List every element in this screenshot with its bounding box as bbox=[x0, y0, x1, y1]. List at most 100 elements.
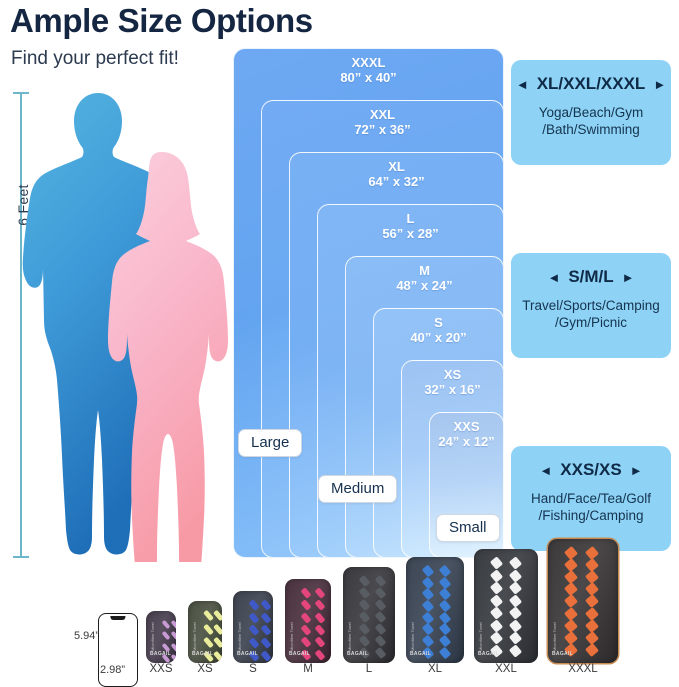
product-xxs[interactable]: Microfiber Towel BAGAIL bbox=[146, 611, 176, 663]
product-subtitle: Microfiber Towel bbox=[192, 622, 197, 651]
arrow-right-icon: ► bbox=[653, 76, 667, 92]
product-label-xl: XL bbox=[427, 663, 443, 675]
stripe bbox=[300, 599, 312, 612]
size-rect-m-dim: 48” x 24” bbox=[396, 278, 453, 293]
category-card-xl-title: XL/XXL/XXXL bbox=[536, 74, 646, 93]
product-m[interactable]: Microfiber Towel BAGAIL bbox=[285, 579, 331, 663]
stripe bbox=[248, 599, 260, 611]
phone-notch bbox=[110, 616, 126, 620]
stripe bbox=[314, 636, 326, 649]
product-body: Microfiber Towel BAGAIL bbox=[233, 591, 273, 663]
phone-height-label: 5.94” bbox=[74, 630, 100, 642]
product-stripes bbox=[358, 574, 390, 660]
category-card-xxs-title: XXS/XS bbox=[560, 460, 622, 479]
stripe bbox=[358, 635, 371, 648]
stripe bbox=[439, 634, 452, 648]
category-card-sml[interactable]: ◄ S/M/L ► Travel/Sports/Camping /Gym/Pic… bbox=[511, 253, 671, 358]
callout-small[interactable]: Small bbox=[436, 514, 500, 542]
arrow-left-icon: ◄ bbox=[515, 76, 529, 92]
category-card-xl-header: ◄ XL/XXL/XXXL ► bbox=[515, 74, 667, 94]
arrow-right-icon: ► bbox=[621, 269, 635, 285]
product-stripes bbox=[248, 598, 272, 662]
product-xxl[interactable]: Microfiber Towel BAGAIL bbox=[474, 549, 538, 663]
stripe bbox=[584, 642, 600, 658]
size-rect-xxs-dim: 24” x 12” bbox=[438, 434, 495, 449]
stripe bbox=[421, 564, 435, 578]
size-rectangles: XXXL 80” x 40” XXL 72” x 36” XL 64” x 32… bbox=[233, 48, 504, 558]
category-card-sml-header: ◄ S/M/L ► bbox=[517, 267, 665, 287]
size-rect-xxs-size: XXS bbox=[453, 419, 480, 434]
size-rect-xxxl-size: XXXL bbox=[351, 55, 386, 70]
callout-medium[interactable]: Medium bbox=[318, 475, 398, 503]
product-xs[interactable]: Microfiber Towel BAGAIL bbox=[188, 601, 222, 663]
stripe bbox=[170, 654, 176, 663]
stripe bbox=[374, 574, 386, 588]
product-xxxl[interactable]: Microfiber Towel BAGAIL bbox=[548, 539, 618, 663]
product-stripes bbox=[203, 608, 222, 663]
stripe bbox=[314, 648, 326, 661]
stripe bbox=[439, 611, 452, 625]
stripe bbox=[439, 564, 452, 578]
product-body: Microfiber Towel BAGAIL bbox=[548, 539, 618, 663]
stripe bbox=[170, 619, 176, 630]
stripe bbox=[374, 586, 386, 600]
category-card-xl-body: Yoga/Beach/Gym /Bath/Swimming bbox=[517, 104, 665, 138]
stripe bbox=[260, 649, 272, 662]
category-card-xxs-header: ◄ XXS/XS ► bbox=[517, 460, 665, 480]
stripe bbox=[374, 611, 386, 624]
stripe bbox=[358, 623, 371, 636]
stripe bbox=[300, 587, 312, 599]
stripe bbox=[260, 611, 272, 624]
stripe bbox=[260, 599, 272, 611]
product-label-xxxl: XXXL bbox=[568, 663, 598, 675]
product-stripes bbox=[421, 564, 459, 660]
product-s[interactable]: Microfiber Towel BAGAIL bbox=[233, 591, 273, 663]
female-silhouette bbox=[108, 152, 228, 562]
product-label-xxs: XXS bbox=[149, 663, 173, 675]
size-rect-xs-dim: 32” x 16” bbox=[424, 382, 481, 397]
stripe bbox=[374, 647, 386, 660]
stripe bbox=[260, 624, 272, 637]
product-body: Microfiber Towel BAGAIL bbox=[188, 601, 222, 663]
arrow-right-icon: ► bbox=[629, 462, 643, 478]
product-brand: BAGAIL bbox=[347, 651, 368, 657]
size-rect-s-dim: 40” x 20” bbox=[410, 330, 467, 345]
product-body: Microfiber Towel BAGAIL bbox=[406, 557, 464, 663]
stripe bbox=[421, 634, 435, 648]
category-card-sml-body: Travel/Sports/Camping /Gym/Picnic bbox=[517, 297, 665, 331]
category-card-sml-line1: Travel/Sports/Camping bbox=[522, 298, 660, 313]
stripe bbox=[300, 624, 312, 636]
size-rect-m-size: M bbox=[419, 263, 430, 278]
stripe bbox=[489, 581, 504, 595]
male-silhouette bbox=[22, 93, 174, 555]
product-brand: BAGAIL bbox=[478, 651, 499, 657]
stripe bbox=[170, 631, 176, 641]
stripe bbox=[509, 644, 523, 658]
product-label-m: M bbox=[303, 663, 313, 675]
stripe bbox=[260, 637, 272, 649]
stripe bbox=[203, 636, 214, 649]
product-body: Microfiber Towel BAGAIL bbox=[285, 579, 331, 663]
stripe bbox=[439, 587, 452, 601]
product-body: Microfiber Towel BAGAIL bbox=[146, 611, 176, 663]
category-card-xl[interactable]: ◄ XL/XXL/XXXL ► Yoga/Beach/Gym /Bath/Swi… bbox=[511, 60, 671, 165]
category-card-xxs[interactable]: ◄ XXS/XS ► Hand/Face/Tea/Golf /Fishing/C… bbox=[511, 446, 671, 551]
stripe bbox=[300, 636, 312, 649]
stripe bbox=[509, 556, 523, 570]
stripe bbox=[439, 576, 452, 590]
stripe bbox=[213, 650, 222, 663]
product-l[interactable]: Microfiber Towel BAGAIL bbox=[343, 567, 395, 663]
size-rect-xs-size: XS bbox=[443, 367, 462, 382]
stripe bbox=[509, 568, 523, 583]
stripe bbox=[489, 568, 504, 583]
product-brand: BAGAIL bbox=[192, 651, 213, 657]
callout-large[interactable]: Large bbox=[238, 429, 303, 457]
stripe bbox=[374, 623, 386, 636]
product-xl[interactable]: Microfiber Towel BAGAIL bbox=[406, 557, 464, 663]
stripe bbox=[509, 593, 523, 608]
product-stripes bbox=[489, 556, 533, 658]
stripe bbox=[439, 646, 452, 660]
phone-width-label: 2.98” bbox=[100, 664, 126, 676]
stripe bbox=[213, 623, 222, 635]
